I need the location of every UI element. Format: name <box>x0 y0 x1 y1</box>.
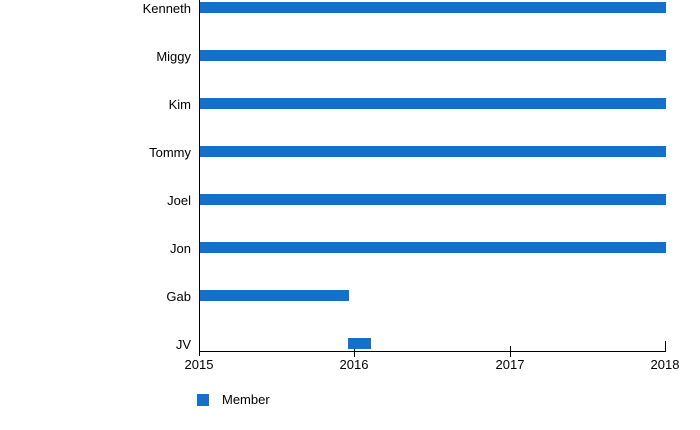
x-axis-tick-label: 2016 <box>339 357 369 372</box>
bar-kenneth[interactable] <box>200 2 666 13</box>
x-axis-line <box>199 351 666 352</box>
x-axis-tick-label: 2015 <box>184 357 214 372</box>
y-axis-label-tommy: Tommy <box>149 145 191 160</box>
bar-jon[interactable] <box>200 242 666 253</box>
bar-tommy[interactable] <box>200 146 666 157</box>
bar-joel[interactable] <box>200 194 666 205</box>
y-axis-line <box>199 0 200 356</box>
y-axis-label-kim: Kim <box>168 97 191 112</box>
y-axis-label-jv: JV <box>175 337 191 352</box>
legend-label: Member <box>222 392 270 407</box>
x-axis-tick <box>354 346 355 357</box>
x-axis-tick-label: 2018 <box>650 357 680 372</box>
y-axis-label-gab: Gab <box>166 289 191 304</box>
legend-item-member[interactable]: Member <box>197 392 270 407</box>
y-axis-label-kenneth: Kenneth <box>142 1 191 16</box>
bar-gab[interactable] <box>200 290 349 301</box>
legend-swatch-icon <box>197 393 209 406</box>
bar-jv[interactable] <box>348 338 371 349</box>
x-axis-tick <box>510 346 511 357</box>
x-axis-tick-label: 2017 <box>495 357 525 372</box>
x-axis-tick <box>665 341 666 351</box>
y-axis-label-jon: Jon <box>170 241 191 256</box>
bar-kim[interactable] <box>200 98 666 109</box>
y-axis-label-miggy: Miggy <box>156 49 191 64</box>
bar-miggy[interactable] <box>200 50 666 61</box>
y-axis-label-joel: Joel <box>167 193 191 208</box>
